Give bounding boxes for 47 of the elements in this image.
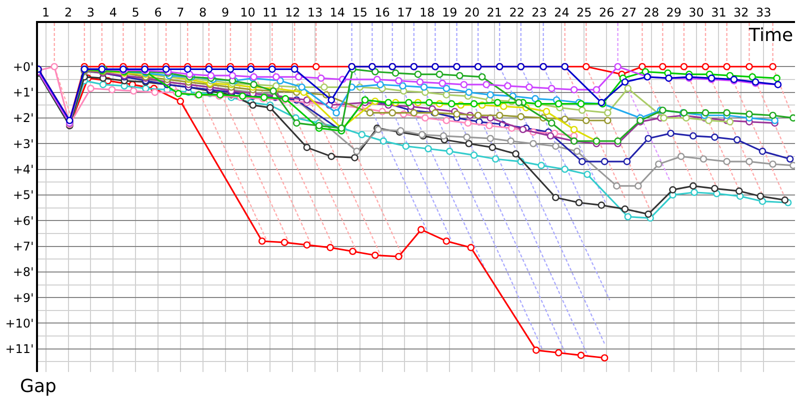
y-tick-label: +7' bbox=[12, 239, 34, 254]
x-axis-title: Time bbox=[748, 25, 794, 46]
x-tick-label: 10 bbox=[240, 5, 256, 20]
x-tick-label: 29 bbox=[666, 5, 682, 20]
x-tick-label: 2 bbox=[64, 5, 72, 20]
x-tick-label: 18 bbox=[420, 5, 435, 20]
x-tick-label: 1 bbox=[42, 5, 50, 20]
y-tick-label: +0' bbox=[12, 60, 34, 74]
x-tick-label: 17 bbox=[397, 5, 412, 20]
y-tick-label: +8' bbox=[12, 265, 34, 280]
x-tick-label: 15 bbox=[352, 5, 368, 20]
x-tick-label: 8 bbox=[199, 5, 207, 20]
y-tick-label: +3' bbox=[12, 136, 34, 151]
x-tick-label: 3 bbox=[86, 5, 95, 20]
x-tick-label: 30 bbox=[688, 5, 704, 20]
y-tick-label: +4' bbox=[12, 162, 34, 176]
x-tick-label: 28 bbox=[644, 5, 660, 20]
y-tick-label: +1' bbox=[12, 85, 34, 100]
x-tick-label: 27 bbox=[621, 5, 637, 20]
y-tick-label: +2' bbox=[12, 111, 34, 126]
x-tick-label: 31 bbox=[711, 5, 726, 20]
x-tick-label: 12 bbox=[284, 5, 300, 20]
x-tick-label: 5 bbox=[132, 5, 140, 20]
x-tick-label: 33 bbox=[756, 5, 772, 20]
y-tick-label: +9' bbox=[12, 290, 34, 305]
x-tick-label: 13 bbox=[307, 5, 323, 20]
x-tick-label: 4 bbox=[109, 5, 117, 20]
x-tick-label: 7 bbox=[176, 5, 184, 20]
y-tick-label: +10' bbox=[5, 316, 34, 330]
x-tick-label: 21 bbox=[486, 5, 502, 20]
x-tick-label: 20 bbox=[464, 5, 480, 20]
x-tick-label: 32 bbox=[734, 5, 749, 20]
x-tick-label: 23 bbox=[532, 5, 547, 20]
y-tick-label: +5' bbox=[12, 188, 34, 202]
x-tick-label: 24 bbox=[554, 5, 570, 20]
x-tick-label: 22 bbox=[509, 5, 525, 20]
x-tick-label: 16 bbox=[374, 5, 390, 20]
x-tick-label: 9 bbox=[221, 5, 230, 20]
y-axis-title: Gap bbox=[20, 376, 56, 397]
x-tick-label: 19 bbox=[442, 5, 458, 20]
y-tick-label: +6' bbox=[12, 214, 34, 228]
x-tick-label: 25 bbox=[576, 5, 592, 20]
x-tick-label: 26 bbox=[598, 5, 614, 20]
x-tick-label: 6 bbox=[154, 5, 162, 20]
x-tick-label: 11 bbox=[262, 5, 278, 20]
x-tick-label: 14 bbox=[330, 5, 346, 20]
y-tick-label: +11' bbox=[5, 342, 34, 356]
